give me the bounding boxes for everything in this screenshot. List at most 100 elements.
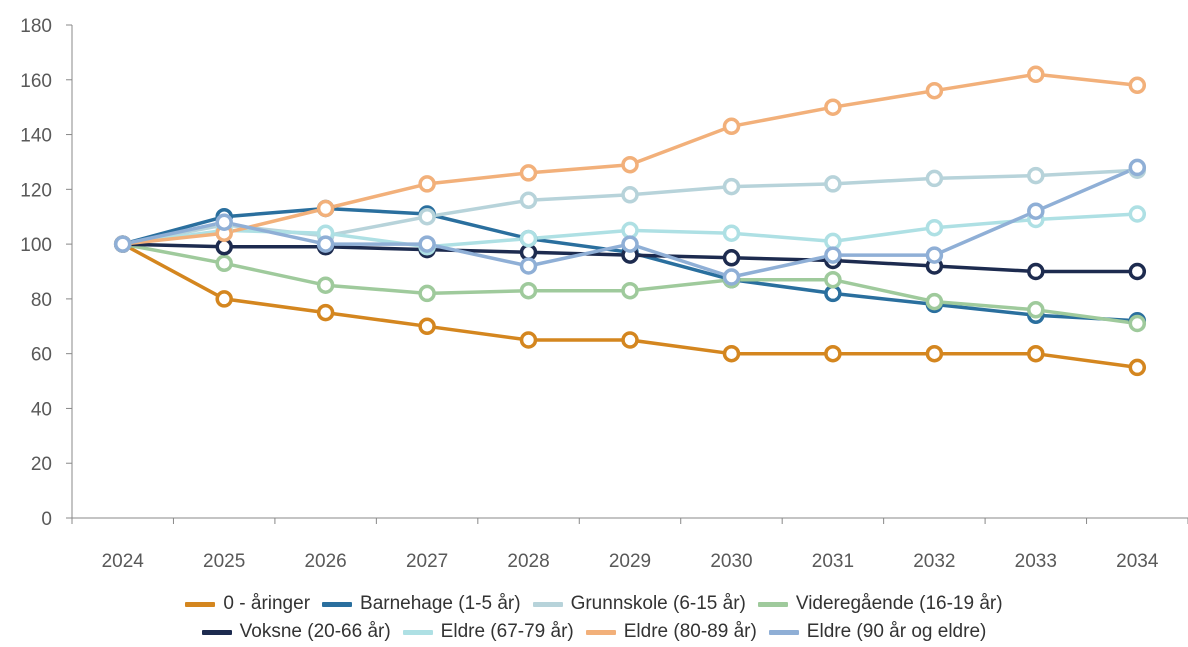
axes: 0 20 40 60 80 100 120 140 160 180 2024 2025 2026 2027… xyxy=(20,16,1188,572)
data-point xyxy=(722,249,741,267)
data-point xyxy=(925,246,944,264)
legend-swatch xyxy=(402,629,433,635)
data-point xyxy=(519,281,538,300)
x-tick-label: 2026 xyxy=(304,551,346,572)
data-point xyxy=(722,344,741,363)
y-tick-label: 100 xyxy=(20,235,52,256)
legend-item: Voksne (20-66 år) xyxy=(201,621,391,643)
data-point xyxy=(1027,166,1045,185)
x-tick-label: 2024 xyxy=(102,551,145,572)
legend-item: Eldre (80-89 år) xyxy=(585,621,757,643)
y-tick-label: 180 xyxy=(20,16,52,37)
data-point xyxy=(722,117,741,136)
data-point xyxy=(418,317,436,336)
data-point xyxy=(519,191,538,210)
data-point xyxy=(621,281,639,300)
data-point xyxy=(1128,76,1147,95)
legend-label: Voksne (20-66 år) xyxy=(239,621,391,642)
legend-row: 0 - åringer Barnehage (1-5 år) Grunnskole … xyxy=(0,590,1188,618)
x-tick-label: 2033 xyxy=(1015,551,1057,572)
data-point xyxy=(418,207,436,226)
data-point xyxy=(925,344,944,363)
legend-item: 0 - åringer xyxy=(185,593,310,615)
legend-label: Eldre (80-89 år) xyxy=(623,621,757,642)
data-point xyxy=(824,344,842,363)
legend-swatch xyxy=(532,601,563,607)
data-point xyxy=(215,254,233,273)
data-point xyxy=(722,268,741,286)
legend-swatch xyxy=(768,629,799,635)
x-tick-label: 2032 xyxy=(913,551,955,572)
data-point xyxy=(824,175,842,193)
data-point xyxy=(1128,262,1147,281)
legend-item: Eldre (90 år og eldre) xyxy=(768,621,987,643)
y-tick-label: 0 xyxy=(41,509,52,530)
data-point xyxy=(113,235,132,253)
data-point xyxy=(215,213,233,231)
legend-swatch xyxy=(585,629,616,635)
y-tick-label: 120 xyxy=(20,180,52,201)
data-point xyxy=(418,284,436,303)
line-chart: 0 20 40 60 80 100 120 140 160 180 2024 2025 2026 2027… xyxy=(20,16,1188,572)
legend-label: Barnehage (1-5 år) xyxy=(360,593,521,614)
data-point xyxy=(722,177,741,196)
x-tick-label: 2029 xyxy=(609,551,651,572)
data-point xyxy=(722,224,741,242)
data-point xyxy=(925,81,944,100)
data-point xyxy=(824,246,842,264)
y-tick-label: 80 xyxy=(31,290,52,311)
legend: 0 - åringer Barnehage (1-5 år) Grunnskole … xyxy=(0,590,1188,646)
series-points xyxy=(113,65,1147,377)
data-point xyxy=(316,276,335,294)
x-tick-label: 2031 xyxy=(812,551,854,572)
data-point xyxy=(418,235,436,253)
data-point xyxy=(1027,301,1045,319)
legend-swatch xyxy=(201,629,232,635)
legend-label: Videregående (16-19 år) xyxy=(795,593,1003,614)
data-point xyxy=(1128,205,1147,223)
data-point xyxy=(1128,314,1147,333)
data-point xyxy=(925,169,944,188)
legend-item: Videregående (16-19 år) xyxy=(757,593,1003,615)
data-point xyxy=(1027,262,1045,281)
data-point xyxy=(519,257,538,275)
legend-label: 0 - åringer xyxy=(223,593,311,614)
data-point xyxy=(519,229,538,248)
legend-label: Grunnskole (6-15 år) xyxy=(570,593,746,614)
data-point xyxy=(621,235,639,253)
data-point xyxy=(824,232,842,251)
series-lines xyxy=(120,72,1140,370)
data-point xyxy=(316,235,335,253)
y-tick-label: 20 xyxy=(31,454,52,475)
legend-item: Barnehage (1-5 år) xyxy=(322,593,521,615)
data-point xyxy=(824,284,842,303)
data-point xyxy=(519,331,538,349)
data-point xyxy=(316,199,335,218)
legend-swatch xyxy=(322,601,353,607)
data-point xyxy=(1027,202,1045,220)
y-tick-label: 160 xyxy=(20,71,52,92)
x-tick-label: 2028 xyxy=(507,551,549,572)
data-point xyxy=(1128,158,1147,177)
legend-label: Eldre (67-79 år) xyxy=(440,621,574,642)
data-point xyxy=(621,186,639,204)
data-point xyxy=(418,175,436,193)
legend-label: Eldre (90 år og eldre) xyxy=(806,621,987,642)
y-tick-label: 40 xyxy=(31,399,52,420)
data-point xyxy=(316,303,335,322)
data-point xyxy=(621,221,639,240)
legend-swatch xyxy=(185,601,216,607)
x-tick-label: 2027 xyxy=(406,551,448,572)
x-tick-label: 2025 xyxy=(203,551,245,572)
data-point xyxy=(621,155,639,174)
legend-item: Eldre (67-79 år) xyxy=(402,621,574,643)
y-tick-label: 60 xyxy=(31,345,52,366)
x-tick-label: 2030 xyxy=(710,551,752,572)
y-tick-label: 140 xyxy=(20,126,52,147)
data-point xyxy=(824,270,842,289)
data-point xyxy=(925,218,944,237)
data-point xyxy=(824,98,842,116)
data-point xyxy=(1027,344,1045,363)
data-point xyxy=(519,164,538,182)
